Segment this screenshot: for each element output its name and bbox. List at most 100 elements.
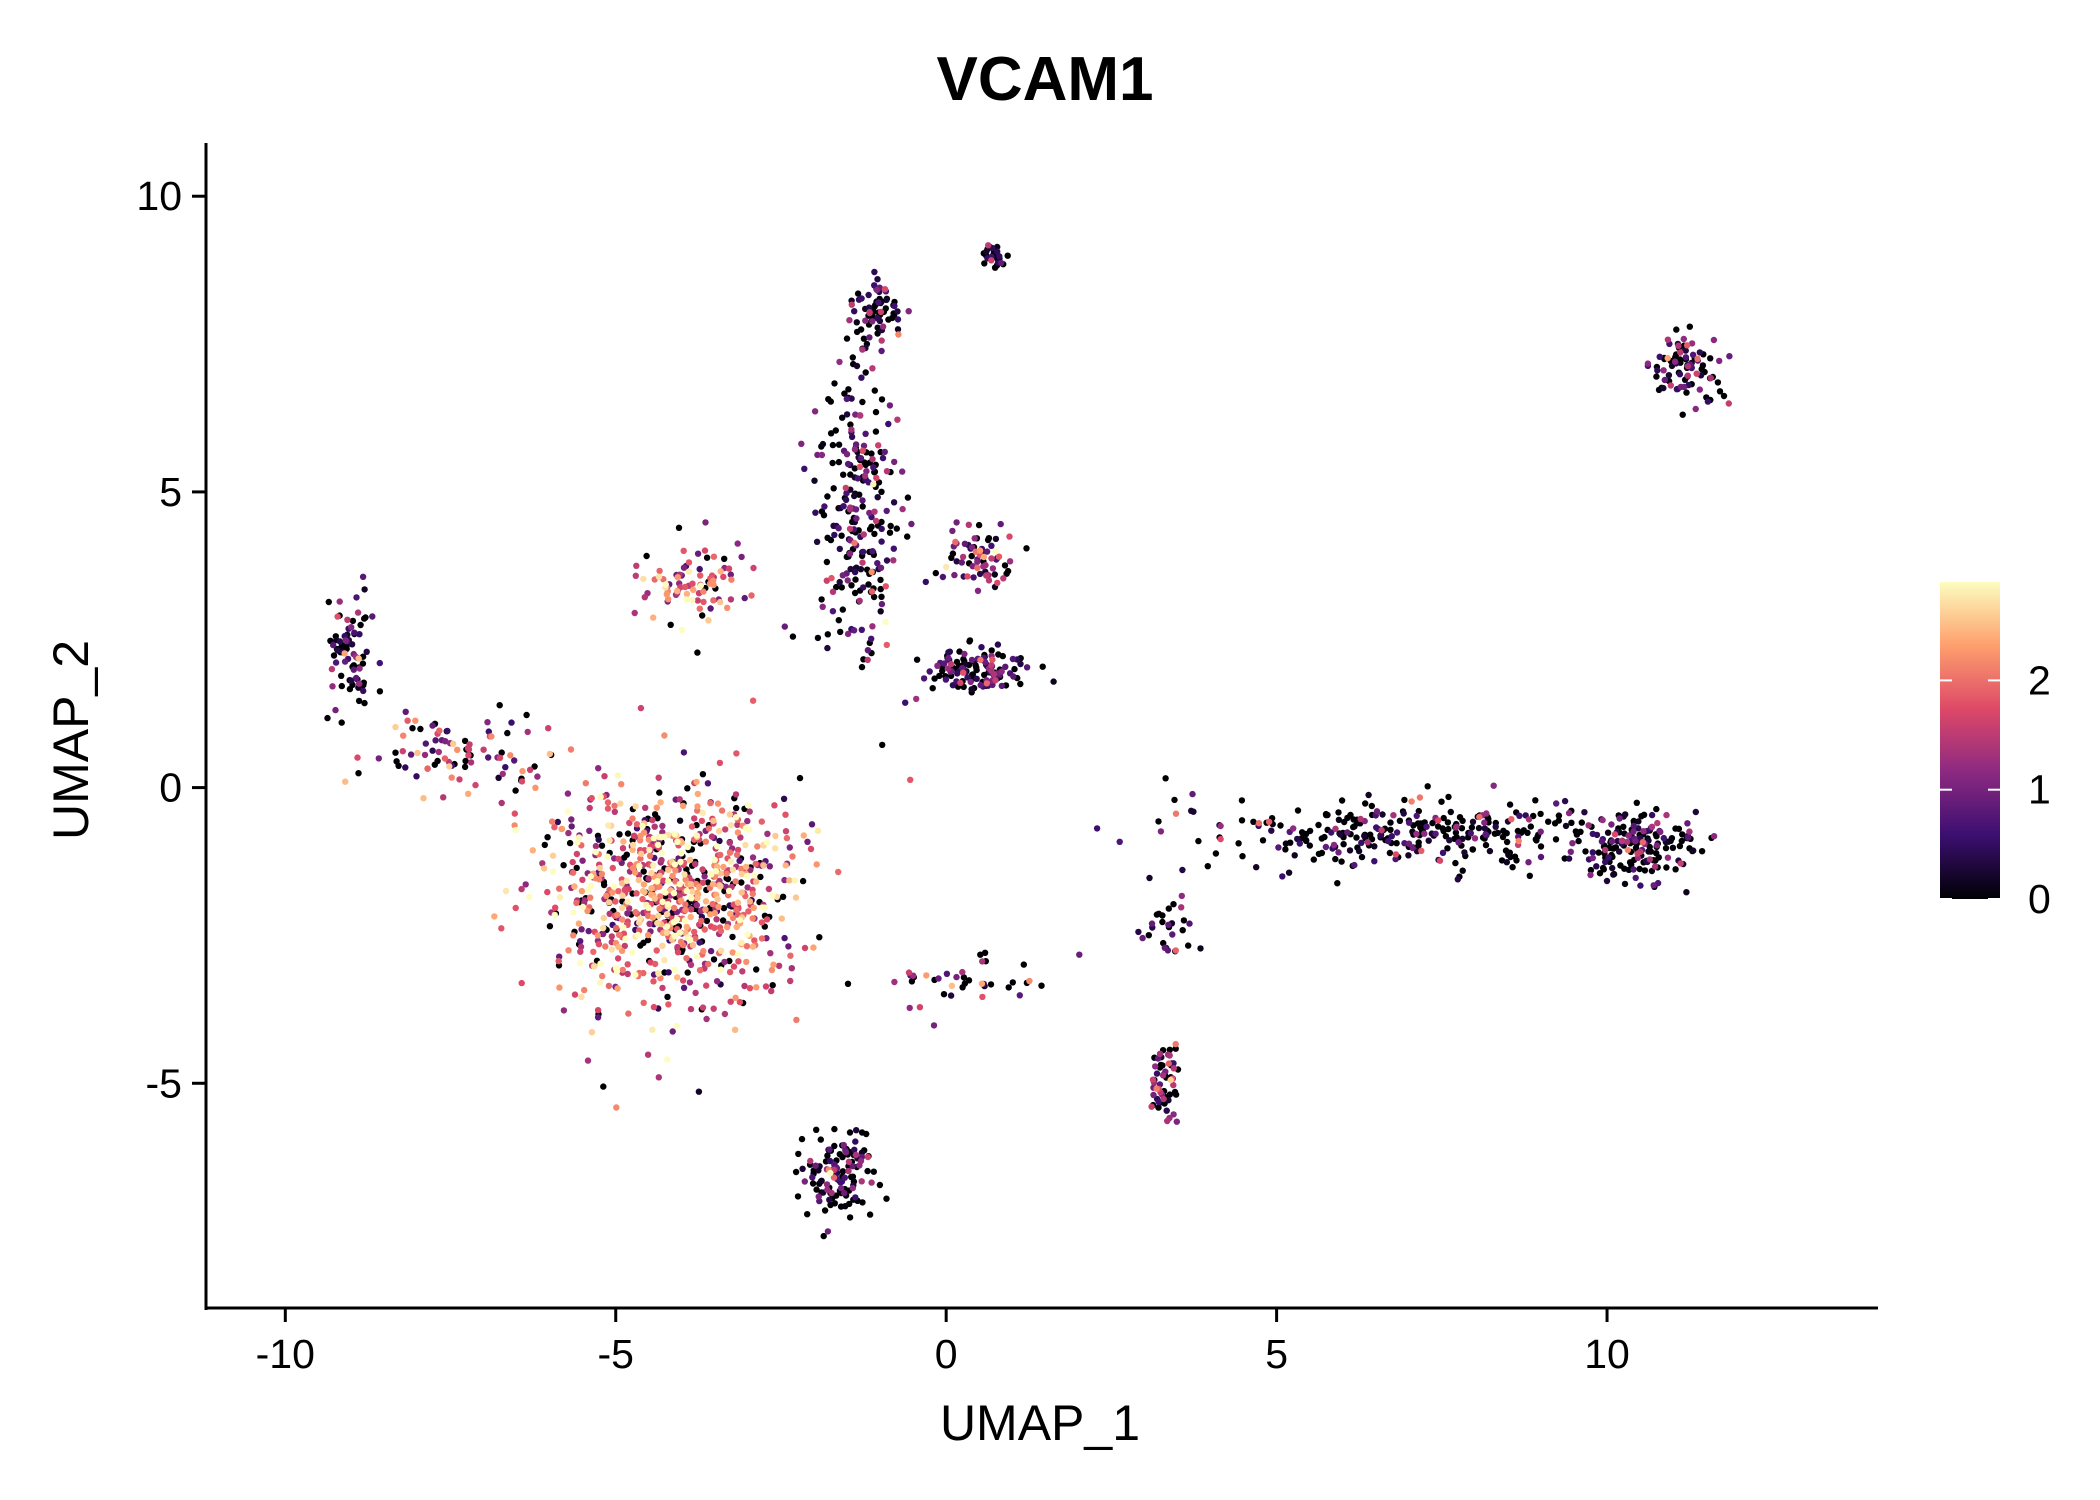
- cell-point: [824, 493, 831, 500]
- cell-point: [852, 1151, 860, 1159]
- cell-point: [732, 814, 740, 821]
- cell-point: [667, 621, 674, 628]
- cell-point: [818, 451, 826, 459]
- cell-point: [518, 979, 525, 987]
- cell-point: [858, 295, 865, 302]
- cell-point: [595, 765, 602, 772]
- cell-point: [964, 573, 971, 580]
- cell-point: [1344, 829, 1351, 836]
- cell-point: [541, 841, 548, 849]
- cell-point: [680, 749, 688, 756]
- cell-point: [1250, 818, 1257, 825]
- cell-point: [1690, 847, 1697, 854]
- cell-point: [615, 855, 622, 863]
- cell-point: [835, 617, 842, 624]
- cell-point: [1163, 1107, 1170, 1114]
- cell-point: [943, 563, 950, 571]
- cell-point: [1204, 863, 1212, 870]
- cell-point: [1665, 372, 1673, 379]
- cell-point: [623, 877, 630, 884]
- cell-point: [877, 608, 884, 615]
- cell-point: [769, 892, 776, 899]
- cell-point: [664, 901, 672, 908]
- y-axis-label: UMAP_2: [43, 640, 99, 840]
- cell-point: [1409, 844, 1416, 852]
- cell-point: [772, 832, 779, 840]
- cell-point: [932, 569, 939, 577]
- cell-point: [872, 408, 880, 416]
- cell-point: [842, 496, 850, 504]
- cell-point: [968, 552, 975, 560]
- cell-point: [1716, 388, 1724, 395]
- cell-point: [1710, 833, 1718, 840]
- cell-point: [990, 671, 998, 678]
- cell-point: [851, 492, 858, 500]
- cell-point: [526, 893, 533, 901]
- cell-point: [727, 858, 735, 865]
- cell-point: [1624, 846, 1632, 854]
- cell-point: [1587, 866, 1595, 874]
- cell-point: [765, 885, 773, 893]
- cell-point: [697, 572, 704, 579]
- cell-point: [1660, 834, 1668, 842]
- cell-point: [578, 887, 586, 895]
- cell-point: [1432, 830, 1439, 837]
- cell-point: [1632, 838, 1639, 845]
- cell-point: [852, 411, 859, 418]
- cell-point: [330, 652, 338, 659]
- cell-point: [611, 808, 618, 815]
- cell-point: [853, 319, 860, 326]
- cell-point: [934, 662, 941, 669]
- cell-point: [1377, 832, 1384, 839]
- cell-point: [656, 789, 663, 796]
- cell-point: [824, 644, 831, 652]
- cell-point: [1004, 252, 1011, 259]
- cell-point: [1170, 1081, 1177, 1089]
- cell-point: [637, 704, 645, 712]
- cell-point: [612, 965, 620, 972]
- cell-point: [597, 960, 604, 967]
- cell-point: [359, 660, 367, 667]
- cell-point: [869, 455, 876, 463]
- cell-point: [807, 845, 815, 853]
- cell-point: [749, 697, 757, 704]
- cell-point: [872, 428, 880, 435]
- cell-point: [1337, 831, 1344, 838]
- cell-point: [851, 589, 859, 597]
- cell-point: [1401, 796, 1408, 804]
- cell-point: [659, 942, 666, 949]
- cell-point: [839, 606, 846, 613]
- cell-point: [1508, 816, 1515, 823]
- cell-point: [987, 981, 995, 988]
- cell-point: [1006, 558, 1014, 565]
- cell-point: [649, 816, 656, 824]
- cell-point: [1660, 384, 1667, 392]
- cell-point: [736, 916, 743, 924]
- cell-point: [858, 626, 865, 633]
- cell-point: [1275, 844, 1282, 851]
- cell-point: [828, 574, 835, 582]
- cell-point: [954, 670, 961, 677]
- cell-point: [618, 781, 625, 788]
- cell-point: [674, 943, 681, 951]
- cell-point: [645, 931, 652, 939]
- cell-point: [676, 892, 683, 899]
- cell-point: [609, 864, 616, 872]
- cell-point: [1387, 826, 1394, 833]
- cell-point: [846, 525, 854, 533]
- cell-point: [701, 873, 708, 880]
- cell-point: [1684, 820, 1691, 827]
- cell-point: [689, 580, 696, 587]
- cell-point: [575, 834, 583, 841]
- cell-point: [498, 749, 505, 756]
- cell-point: [849, 354, 856, 361]
- cell-point: [674, 974, 681, 981]
- cell-point: [1351, 823, 1358, 830]
- cell-point: [324, 714, 331, 722]
- cell-point: [346, 685, 354, 693]
- cell-point: [840, 471, 847, 478]
- cell-point: [496, 754, 504, 761]
- cell-point: [847, 504, 854, 511]
- cell-point: [844, 460, 852, 468]
- cell-point: [614, 772, 622, 779]
